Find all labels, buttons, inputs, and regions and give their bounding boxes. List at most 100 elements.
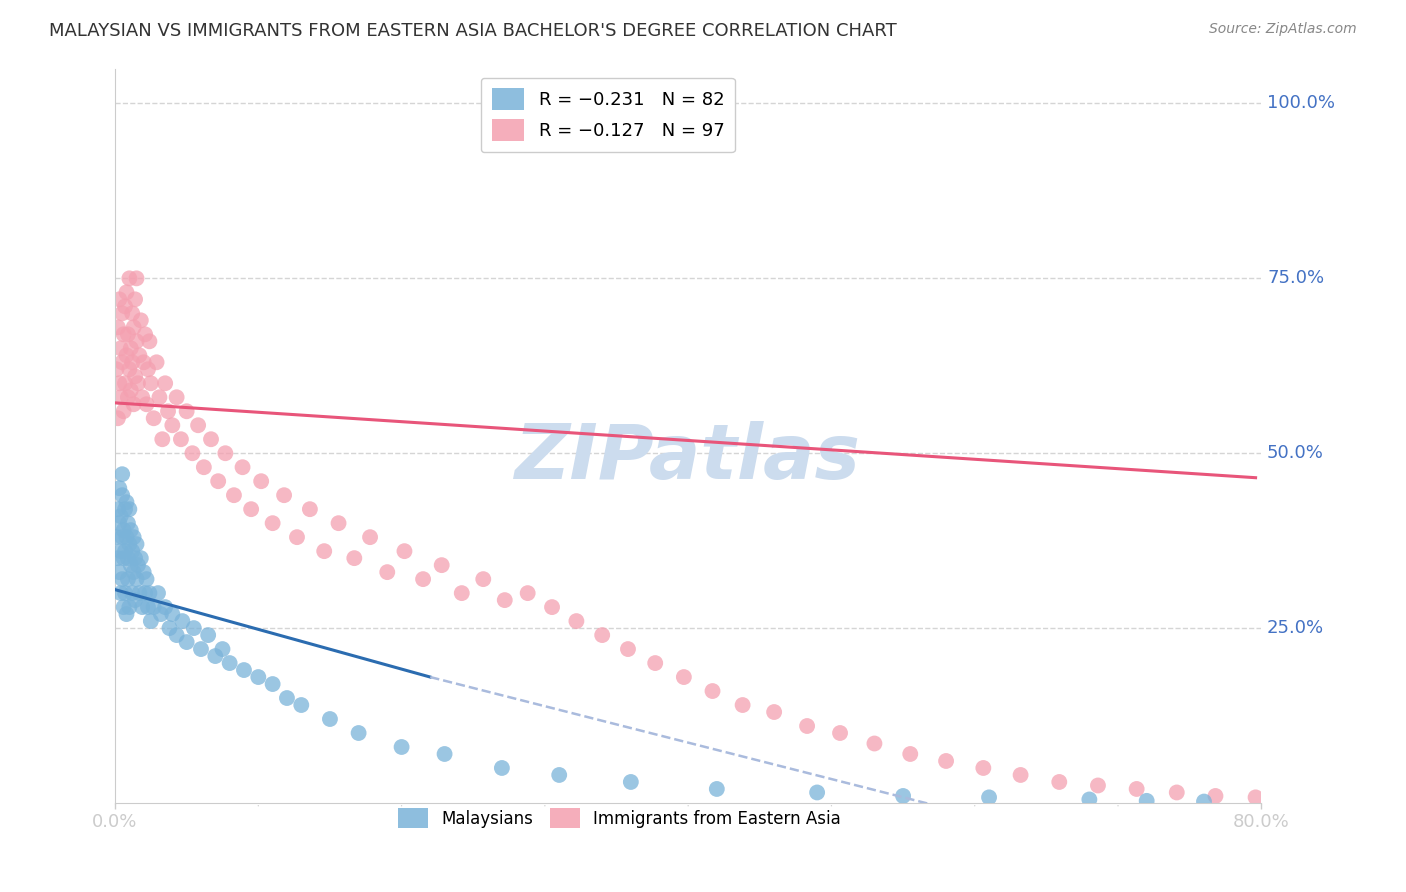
Point (375, 565, 398, 579)
Point (138, 334, 160, 349)
Point (157, 404, 180, 418)
Point (111, 488, 134, 502)
Point (359, 530, 381, 544)
Point (232, 460, 254, 475)
Point (863, 737, 886, 751)
Point (108, 516, 131, 531)
Point (891, 789, 914, 803)
Point (391, 739, 413, 754)
Point (250, 474, 273, 488)
Point (135, 397, 157, 411)
Point (153, 600, 176, 615)
Text: MALAYSIAN VS IMMIGRANTS FROM EASTERN ASIA BACHELOR'S DEGREE CORRELATION CHART: MALAYSIAN VS IMMIGRANTS FROM EASTERN ASI… (49, 22, 897, 40)
Point (127, 376, 149, 391)
Point (129, 313, 152, 327)
Point (214, 446, 236, 460)
Point (108, 481, 131, 495)
Point (131, 600, 153, 615)
Point (828, 726, 851, 740)
Point (731, 698, 754, 712)
Point (128, 348, 150, 362)
Point (114, 544, 136, 558)
Point (112, 404, 135, 418)
Point (197, 628, 219, 642)
Point (898, 747, 921, 761)
Point (134, 586, 156, 600)
Point (125, 271, 148, 285)
Point (450, 586, 472, 600)
Point (135, 572, 157, 586)
Point (200, 432, 222, 446)
Point (105, 530, 128, 544)
Point (1136, 794, 1159, 808)
Point (107, 502, 129, 516)
Point (146, 586, 169, 600)
Point (111, 467, 134, 482)
Point (122, 565, 145, 579)
Point (565, 614, 588, 628)
Point (124, 551, 146, 566)
Point (347, 726, 370, 740)
Point (132, 355, 155, 369)
Point (702, 684, 724, 698)
Point (121, 355, 143, 369)
Point (122, 320, 145, 334)
Text: Source: ZipAtlas.com: Source: ZipAtlas.com (1209, 22, 1357, 37)
Point (328, 516, 350, 531)
Point (145, 355, 167, 369)
Point (1125, 781, 1147, 796)
Point (149, 607, 172, 621)
Point (162, 418, 184, 433)
Point (121, 586, 143, 600)
Point (127, 558, 149, 573)
Point (153, 376, 176, 391)
Point (1204, 789, 1226, 803)
Point (118, 362, 141, 376)
Point (131, 390, 153, 404)
Point (176, 635, 198, 649)
Point (394, 544, 416, 558)
Point (136, 600, 159, 615)
Point (108, 565, 131, 579)
Point (672, 670, 695, 684)
Point (114, 586, 136, 600)
Point (183, 621, 205, 635)
Point (1166, 785, 1188, 799)
Point (204, 649, 226, 664)
Point (207, 474, 229, 488)
Point (935, 754, 957, 768)
Point (763, 705, 786, 719)
Point (285, 530, 308, 544)
Point (644, 656, 666, 670)
Point (972, 761, 994, 775)
Point (108, 293, 131, 307)
Text: 25.0%: 25.0% (1267, 619, 1324, 637)
Point (134, 327, 156, 342)
Point (124, 593, 146, 607)
Text: 75.0%: 75.0% (1267, 269, 1324, 287)
Point (494, 593, 516, 607)
Point (117, 390, 139, 404)
Point (129, 551, 152, 566)
Point (148, 390, 170, 404)
Point (172, 614, 194, 628)
Point (120, 523, 142, 537)
Point (120, 384, 142, 398)
Point (115, 495, 138, 509)
Point (110, 341, 132, 355)
Point (125, 537, 148, 551)
Point (1078, 792, 1101, 806)
Point (117, 572, 139, 586)
Point (298, 502, 321, 516)
Point (262, 677, 284, 691)
Point (1244, 790, 1267, 805)
Point (111, 355, 134, 369)
Point (591, 628, 613, 642)
Point (136, 362, 159, 376)
Point (139, 376, 162, 391)
Point (314, 544, 336, 558)
Point (977, 790, 1000, 805)
Point (247, 670, 270, 684)
Point (115, 285, 138, 300)
Text: ZIPatlas: ZIPatlas (515, 421, 860, 495)
